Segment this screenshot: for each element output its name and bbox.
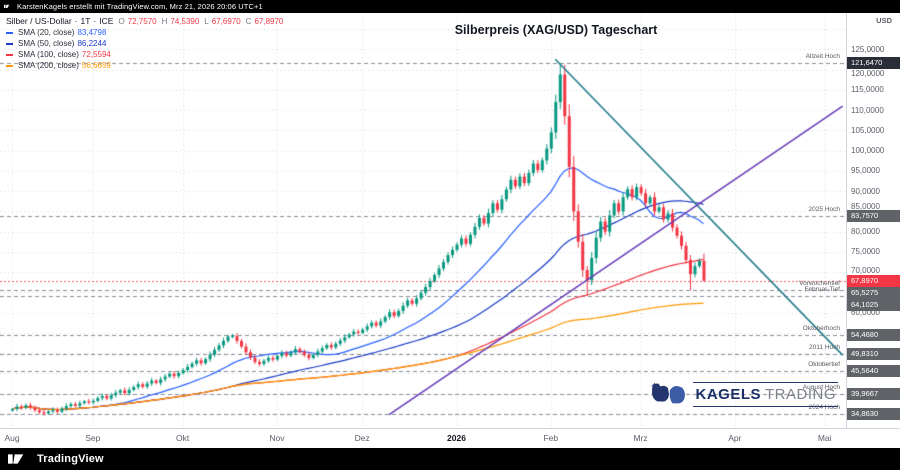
sma-value: 72,5594 xyxy=(81,50,111,59)
kagels-trading-logo: KAGELS TRADING xyxy=(649,379,838,409)
ohlc-letter: H xyxy=(161,17,168,26)
last-price-box: 67,8970 xyxy=(847,274,900,287)
chart-canvas[interactable] xyxy=(0,13,846,428)
level-price-box: 83,7570 xyxy=(847,210,900,223)
bull-bear-icon xyxy=(651,382,686,404)
level-note: Vorwochentief xyxy=(799,280,840,288)
separator: · xyxy=(74,16,78,26)
level-note: August Hoch xyxy=(802,383,840,391)
price-axis-label: 75,0000 xyxy=(851,247,880,257)
level-price-box: 39,9667 xyxy=(847,387,900,400)
ohlc-value: 67,8970 xyxy=(254,17,284,26)
level-note: 2025 Hoch xyxy=(808,206,840,214)
interval-label: 1T xyxy=(80,16,91,26)
level-price-box: 45,5640 xyxy=(847,365,900,378)
exchange-label: ICE xyxy=(99,16,114,26)
level-price-box: 54,4680 xyxy=(847,329,900,341)
time-axis-label: Apr xyxy=(728,433,742,443)
sma-value: 86,2244 xyxy=(77,39,107,48)
sma-color-swatch xyxy=(6,42,13,45)
sma-label: SMA (200, close) xyxy=(18,61,79,70)
symbol-legend-row[interactable]: Silber / US-Dollar · 1T · ICE O 72,7570 H 74,539… xyxy=(6,16,283,27)
ohlc-letter: L xyxy=(204,17,209,26)
chart-legend: Silber / US-Dollar · 1T · ICE O 72,7570 H 74,539… xyxy=(6,16,283,71)
level-price-box: 49,8310 xyxy=(847,347,900,360)
price-axis-label: 105,0000 xyxy=(851,125,885,135)
price-axis-label: 80,0000 xyxy=(851,227,880,237)
time-axis-label: Nov xyxy=(269,433,285,443)
sma-legend-row-50[interactable]: SMA (50, close) 86,2244 xyxy=(6,38,283,49)
separator: · xyxy=(93,16,97,26)
sma-color-swatch xyxy=(6,64,13,67)
time-axis-label: Sep xyxy=(85,433,101,443)
kagels-name: KAGELS xyxy=(695,385,761,403)
ohlc-letter: O xyxy=(118,17,125,26)
price-axis-label: 90,0000 xyxy=(851,186,880,196)
level-note: Oktoberhoch xyxy=(802,325,840,332)
price-axis-label: 60,0000 xyxy=(851,308,880,318)
kagels-suffix: TRADING xyxy=(765,385,836,403)
sma-value: 83,4798 xyxy=(77,28,107,37)
price-axis-label: 100,0000 xyxy=(851,146,885,156)
sma-color-swatch xyxy=(6,53,13,56)
price-axis-label: 110,0000 xyxy=(851,105,884,115)
time-axis-label: Dez xyxy=(354,433,370,443)
chart-title: Silberpreis (XAG/USD) Tageschart xyxy=(454,23,658,37)
attribution-bar: KarstenKagels erstellt mit TradingView.c… xyxy=(0,0,900,13)
sma-legend-row-100[interactable]: SMA (100, close) 72,5594 xyxy=(6,49,283,60)
time-axis-label: 2026 xyxy=(447,433,466,443)
price-scale-currency: USD xyxy=(876,16,892,25)
price-axis-label: 95,0000 xyxy=(851,166,880,176)
ohlc-value: 72,7570 xyxy=(127,17,157,26)
sma-label: SMA (50, close) xyxy=(18,39,75,48)
level-note: Allzeit Hoch xyxy=(805,53,840,60)
attribution-text: KarstenKagels erstellt mit TradingView.c… xyxy=(17,2,263,11)
sma-color-swatch xyxy=(6,31,13,34)
chart-pane: Silberpreis (XAG/USD) Tageschart Silber … xyxy=(0,13,900,428)
level-price-box: 64,1025 xyxy=(847,298,900,311)
price-axis-label: 115,0000 xyxy=(851,85,884,95)
sma-legend-row-200[interactable]: SMA (200, close) 56,6659 xyxy=(6,60,283,71)
ohlc-value: 74,5390 xyxy=(170,17,200,26)
tradingview-wordmark[interactable]: TradingView xyxy=(37,453,104,465)
price-axis-label: 85,0000 xyxy=(851,201,880,211)
level-note: Oktobertief xyxy=(808,361,840,369)
price-axis-label: 70,0000 xyxy=(851,266,880,276)
level-note: 2011 Hoch xyxy=(809,343,840,351)
sma-value: 56,6659 xyxy=(81,61,111,70)
level-note: Februar-Tief xyxy=(804,285,840,293)
price-axis-label: 125,0000 xyxy=(851,44,885,54)
symbol-name: Silber / US-Dollar xyxy=(6,16,72,26)
sma-legend-row-20[interactable]: SMA (20, close) 83,4798 xyxy=(6,27,283,38)
price-scale[interactable]: USD 125,0000 120,0000 115,0000 110,0000 105,… xyxy=(846,13,900,428)
level-price-box: 34,8630 xyxy=(847,408,900,421)
level-note: 2024 Hoch xyxy=(808,404,840,412)
kagels-trading-wordmark: KAGELS TRADING xyxy=(693,381,838,407)
level-price-box: 121,6470 xyxy=(847,57,900,69)
time-scale[interactable]: Aug Sep Okt Nov Dez 2026 Feb Mrz Apr Mai xyxy=(0,428,900,448)
ohlc-value: 67,6970 xyxy=(211,17,241,26)
time-axis-label: Mai xyxy=(817,433,832,443)
time-axis-label: Feb xyxy=(543,433,559,443)
price-axis-label: 120,0000 xyxy=(851,68,885,78)
tradingview-logo-icon[interactable] xyxy=(8,452,32,466)
sma-label: SMA (20, close) xyxy=(18,28,75,37)
bottom-brand-bar: TradingView xyxy=(0,448,900,470)
sma-label: SMA (100, close) xyxy=(18,50,79,59)
time-axis-label: Okt xyxy=(175,433,190,443)
tradingview-mini-icon xyxy=(4,4,10,8)
time-axis-label: Aug xyxy=(4,433,20,443)
ohlc-letter: C xyxy=(245,17,252,26)
time-axis-label: Mrz xyxy=(633,433,648,443)
level-price-box: 65,5275 xyxy=(847,286,900,299)
